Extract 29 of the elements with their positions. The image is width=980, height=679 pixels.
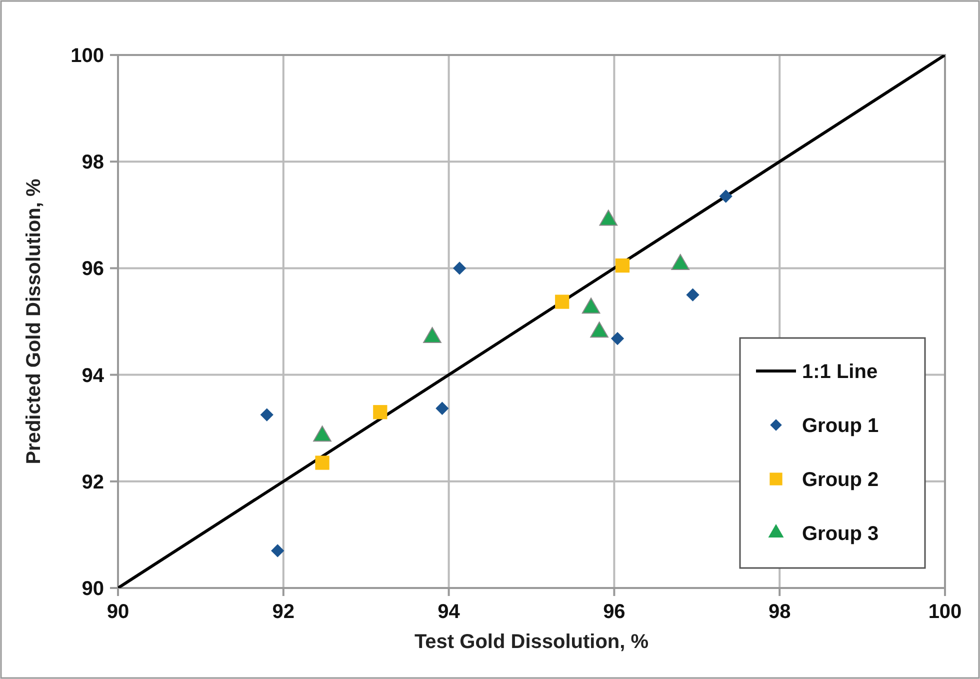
point xyxy=(719,190,732,203)
point xyxy=(615,258,630,273)
x-tick-label: 100 xyxy=(928,601,962,623)
legend-label: Group 3 xyxy=(802,523,879,545)
x-tick-label: 92 xyxy=(272,601,295,623)
point xyxy=(271,544,284,558)
y-tick-label: 92 xyxy=(82,471,104,494)
x-tick-label: 96 xyxy=(603,601,626,623)
x-tick-label: 98 xyxy=(768,601,791,623)
legend-label: Group 1 xyxy=(802,415,879,437)
legend-label: Group 2 xyxy=(802,469,879,491)
y-tick-label: 90 xyxy=(82,578,104,600)
legend-label: 1:1 Line xyxy=(802,361,878,383)
point xyxy=(373,405,388,420)
y-axis-title: Predicted Gold Dissolution, % xyxy=(23,178,45,464)
point xyxy=(315,456,330,470)
point xyxy=(452,262,466,275)
point xyxy=(436,402,449,415)
x-tick-label: 94 xyxy=(438,601,461,623)
x-axis-title: Test Gold Dissolution, % xyxy=(414,631,649,653)
y-tick-label: 100 xyxy=(70,45,104,67)
point xyxy=(555,294,570,309)
point xyxy=(686,288,700,302)
point xyxy=(260,408,274,422)
y-tick-label: 98 xyxy=(82,152,104,174)
y-tick-label: 96 xyxy=(82,258,104,280)
point xyxy=(610,332,624,346)
y-tick-label: 94 xyxy=(82,364,105,387)
x-tick-label: 90 xyxy=(106,601,130,623)
